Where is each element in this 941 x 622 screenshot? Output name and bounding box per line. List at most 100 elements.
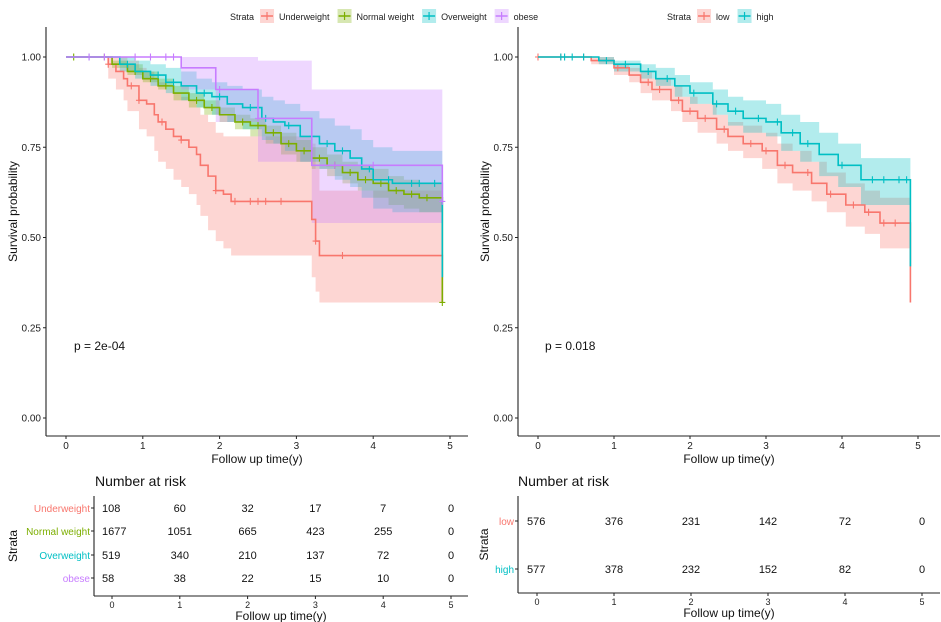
censor-mark [105,60,112,68]
legend-item-obese[interactable]: obese [494,9,539,23]
censor-mark [285,122,292,130]
risk-x-tick-label: 2 [245,600,250,610]
risk-cell: 152 [759,564,777,576]
censor-mark [880,219,887,227]
censor-mark [362,176,369,184]
censor-mark [193,96,200,104]
survival-curve-high [538,56,912,267]
censor-mark [782,161,788,169]
risk-cell: 577 [527,564,545,576]
risk-table-title: Number at risk [95,473,187,489]
risk-cell: 0 [448,550,454,562]
risk-cell: 1051 [168,526,192,538]
censor-mark [865,208,872,216]
risk-cell: 423 [306,526,324,538]
risk-row-high: high 577 378 232 152 82 0 [495,564,925,576]
censor-mark [377,179,384,187]
legend-label: Normal weight [357,12,415,22]
legend-item-overweight[interactable]: Overweight [422,9,487,23]
x-tick-label: 5 [915,441,921,452]
censor-mark [804,140,811,148]
ci-band-low [538,57,911,249]
risk-x-axis-title: Follow up time(y) [683,606,774,620]
x-tick-label: 3 [763,441,769,452]
censor-mark [212,187,219,195]
risk-table-title: Number at risk [518,473,610,489]
ci-band-obese [66,57,443,224]
risk-x-tick-label: 4 [842,597,847,607]
censor-mark [423,194,430,202]
censor-mark [124,60,131,68]
censor-mark [316,154,323,162]
censor-mark [255,122,261,130]
censor-mark [285,140,292,148]
risk-x-tick-label: 0 [109,600,114,610]
censor-mark [774,118,781,126]
x-tick-label: 3 [294,441,300,452]
censor-mark [869,176,876,184]
ci-band-high [538,57,911,206]
risk-cell: 137 [306,550,324,562]
risk-cell: 0 [919,516,925,528]
censor-mark [580,53,587,61]
risk-row-label: Overweight [39,551,90,562]
x-tick-label: 4 [839,441,845,452]
legend-label: Underweight [279,12,330,22]
censor-mark [896,176,902,184]
censor-mark [755,114,762,122]
y-tick-label: 0.25 [22,323,42,334]
km-panel-right: Strata low high 0.00 0.25 0.50 0.75 1.00 0 1 2 3 4 5 F… [477,9,940,620]
censor-mark [147,53,154,61]
legend-item-underweight[interactable]: Underweight [260,9,330,23]
risk-row-low: low 576 376 231 142 72 0 [499,516,925,528]
y-axis-title: Survival probability [478,161,492,262]
censor-mark [255,197,261,205]
censor-mark [892,219,899,227]
risk-x-tick-label: 3 [765,597,770,607]
risk-x-tick-label: 5 [919,597,924,607]
censor-mark [247,197,254,205]
risk-cell: 378 [605,564,623,576]
y-tick-label: 0.50 [22,233,42,244]
x-tick-label: 1 [611,441,617,452]
censor-mark [645,67,652,75]
risk-cell: 58 [102,573,114,585]
risk-cell: 1677 [102,526,126,538]
legend-item-normal-weight[interactable]: Normal weight [337,9,415,23]
censor-mark [155,71,162,79]
risk-cell: 72 [377,550,389,562]
risk-x-tick-label: 1 [611,597,616,607]
censor-mark [385,176,392,184]
censor-mark [789,129,796,137]
censor-mark [339,147,346,155]
x-tick-label: 4 [370,441,376,452]
legend-item-high[interactable]: high [737,9,774,23]
km-panel-left: Strata Underweight Normal weight Overweight… [6,9,538,622]
censor-mark [86,53,93,61]
legend-label: Overweight [441,12,487,22]
censor-mark [101,53,108,61]
p-value-label: p = 2e-04 [74,339,125,353]
risk-cell: 0 [919,564,925,576]
x-tick-label: 1 [140,441,146,452]
y-tick-label: 1.00 [494,53,514,64]
legend-item-low[interactable]: low [697,9,730,23]
ci-band-underweight [66,57,443,303]
risk-cell: 10 [377,573,389,585]
censor-mark [408,179,415,187]
censor-mark [301,147,308,155]
risk-cell: 210 [238,550,256,562]
censor-mark [216,85,223,93]
censor-mark [201,89,208,97]
censor-mark [416,179,423,187]
risk-row-underweight: Underweight 108 60 32 17 7 0 [34,503,454,515]
censor-mark [439,197,446,205]
risk-x-tick-label: 0 [534,597,539,607]
censor-mark [270,129,277,137]
risk-cell: 376 [605,516,623,528]
censor-mark [850,201,857,209]
risk-cell: 22 [241,573,253,585]
censor-mark [347,169,354,177]
